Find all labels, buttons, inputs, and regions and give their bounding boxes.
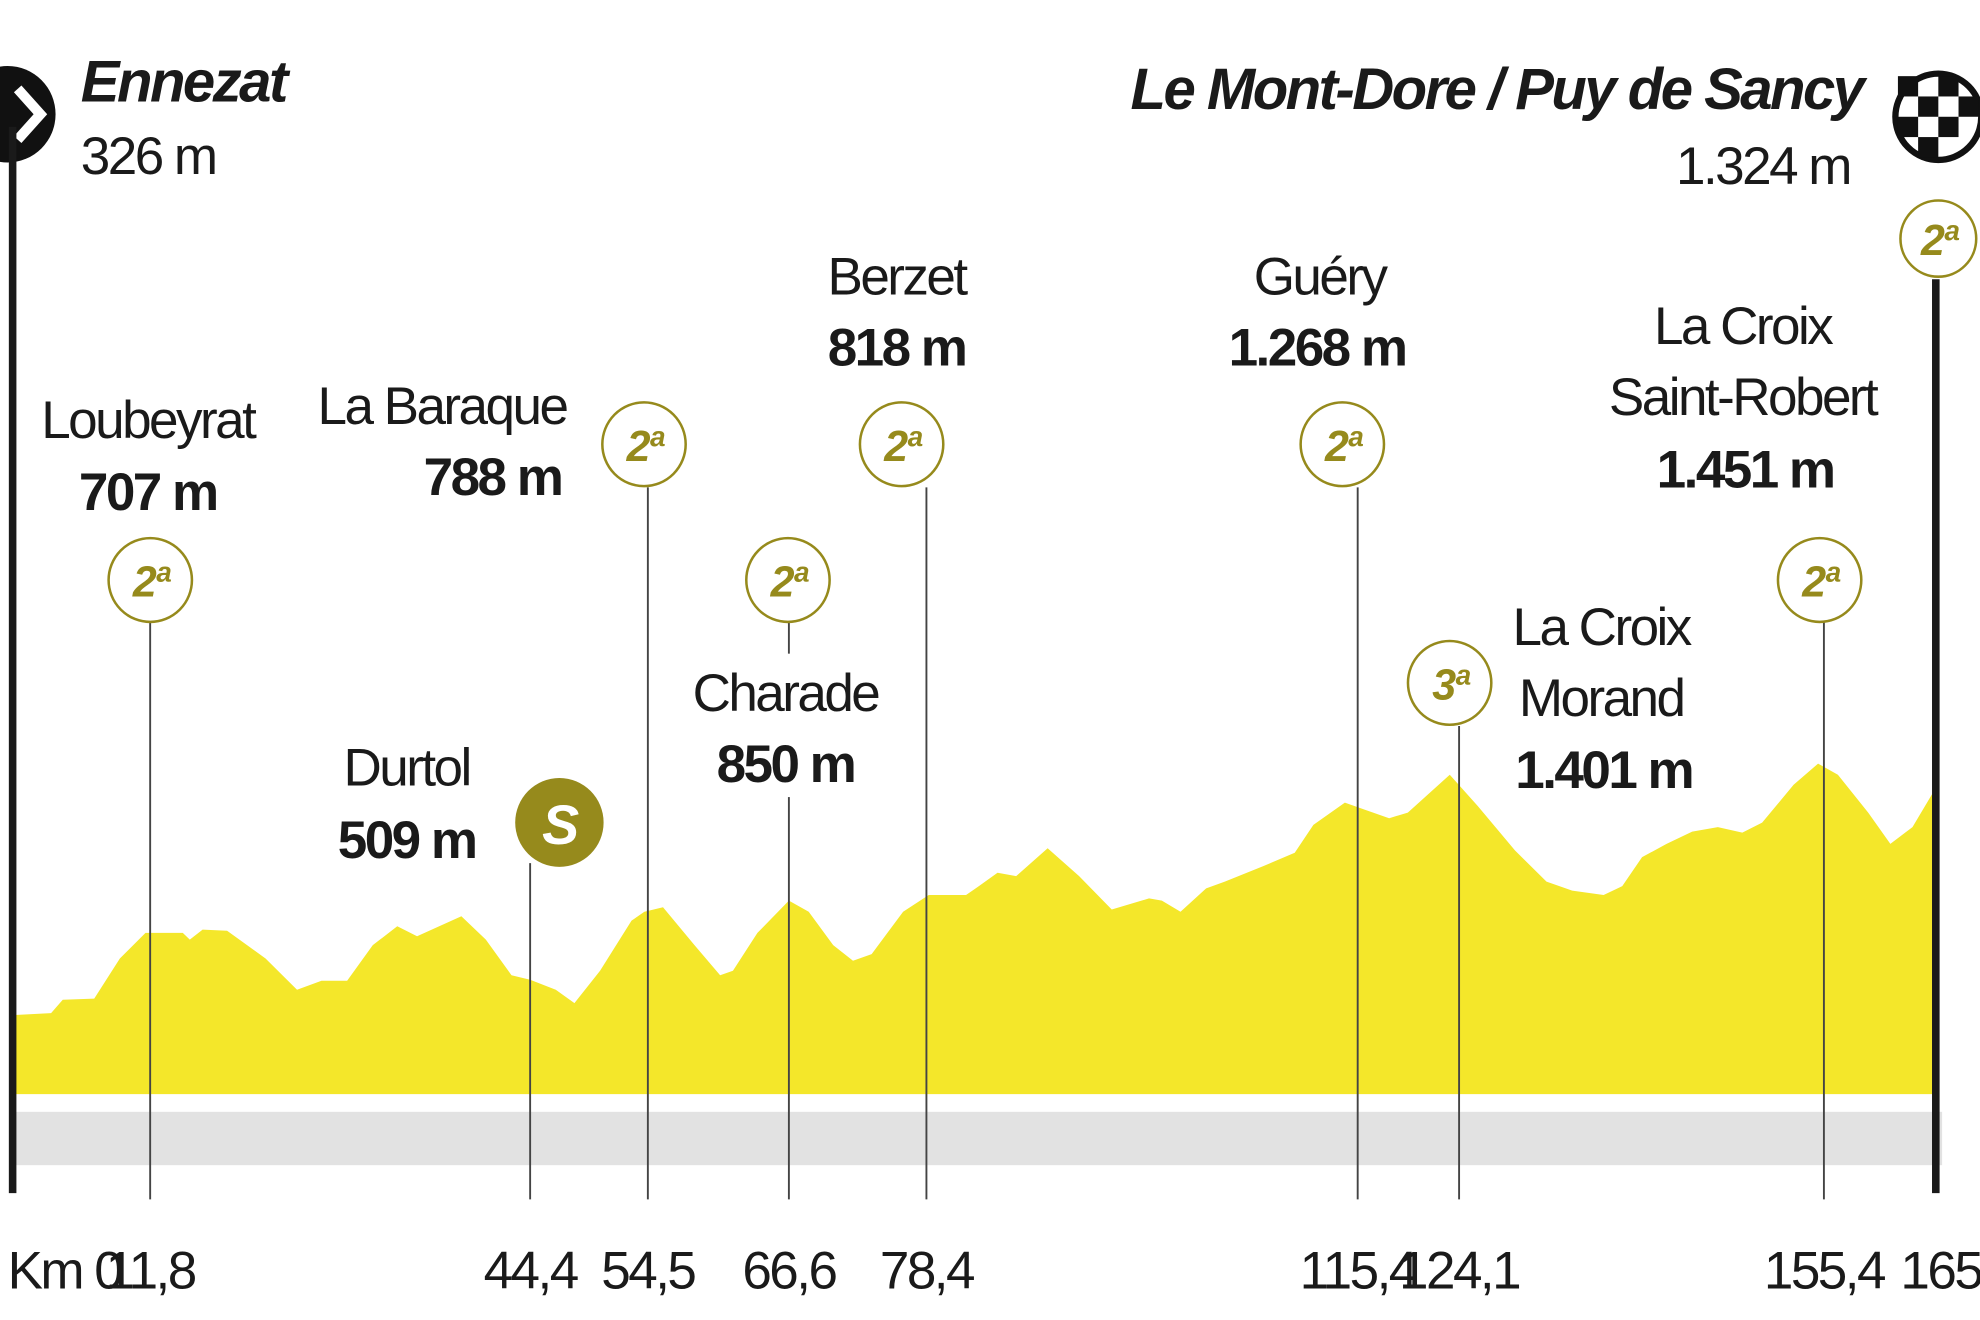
start-name: Ennezat bbox=[81, 49, 291, 114]
climb-elevation: 850 m bbox=[717, 735, 855, 794]
sprint-label: S bbox=[542, 794, 579, 856]
x-tick-label: 165 bbox=[1900, 1241, 1980, 1300]
start-chevron bbox=[13, 85, 48, 144]
climb-badge bbox=[601, 401, 687, 488]
x-tick-label: 66,6 bbox=[742, 1241, 836, 1300]
x-tick-label: Km 0 bbox=[8, 1241, 123, 1300]
climb-category: 2ª bbox=[1920, 217, 1959, 265]
climb-category: 2ª bbox=[1324, 423, 1363, 471]
climb-name: Saint-Robert bbox=[1609, 368, 1879, 427]
road-band bbox=[12, 1111, 1943, 1166]
climb-badge bbox=[1406, 639, 1493, 726]
climb-category: 2ª bbox=[1801, 559, 1840, 607]
climb-elevation: 1.268 m bbox=[1229, 318, 1406, 377]
finish-icon bbox=[1892, 70, 1980, 164]
climb-badge bbox=[1776, 536, 1863, 624]
start-elevation: 326 m bbox=[81, 127, 216, 186]
x-tick-label: 124,1 bbox=[1399, 1241, 1519, 1300]
climb-elevation: 788 m bbox=[424, 448, 562, 507]
x-tick-label: 115,4 bbox=[1300, 1241, 1417, 1300]
x-tick-label: 54,5 bbox=[601, 1241, 695, 1300]
climb-name: La Baraque bbox=[318, 377, 568, 436]
climb-badge bbox=[1899, 199, 1978, 278]
x-tick-label: 11,8 bbox=[106, 1241, 196, 1300]
climb-elevation: 509 m bbox=[338, 811, 476, 870]
x-tick-label: 44,4 bbox=[484, 1241, 578, 1300]
climb-badge bbox=[107, 536, 194, 624]
start-icon bbox=[0, 66, 56, 163]
climb-category: 2ª bbox=[132, 559, 171, 607]
climb-name: Durtol bbox=[343, 739, 469, 798]
climb-category: 2ª bbox=[770, 559, 809, 607]
x-tick-label: 78,4 bbox=[880, 1241, 974, 1300]
climb-category: 2ª bbox=[626, 423, 665, 471]
climb-badge bbox=[1299, 401, 1386, 488]
climb-name: La Croix bbox=[1654, 297, 1833, 356]
climb-name: Loubeyrat bbox=[41, 391, 257, 450]
sprint-badge bbox=[515, 778, 604, 867]
finish-name: Le Mont-Dore / Puy de Sancy bbox=[1131, 57, 1868, 122]
climb-badge bbox=[858, 401, 945, 488]
climb-name: Morand bbox=[1519, 669, 1684, 728]
climb-elevation: 707 m bbox=[79, 463, 217, 522]
climb-name: Berzet bbox=[828, 247, 969, 306]
climb-name: La Croix bbox=[1513, 598, 1692, 657]
climb-category: 3ª bbox=[1432, 661, 1470, 709]
climb-elevation: 1.401 m bbox=[1515, 741, 1692, 800]
climb-elevation: 1.451 m bbox=[1657, 440, 1834, 499]
finish-elevation: 1.324 m bbox=[1676, 137, 1850, 196]
climb-category: 2ª bbox=[883, 423, 922, 471]
label-backdrop bbox=[707, 653, 872, 798]
elevation-area bbox=[12, 763, 1933, 1095]
climb-elevation: 818 m bbox=[828, 318, 966, 377]
climb-name: Charade bbox=[693, 664, 880, 723]
x-tick-label: 155,4 bbox=[1764, 1241, 1885, 1300]
climb-name: Guéry bbox=[1254, 247, 1389, 306]
climb-badge bbox=[745, 536, 831, 624]
